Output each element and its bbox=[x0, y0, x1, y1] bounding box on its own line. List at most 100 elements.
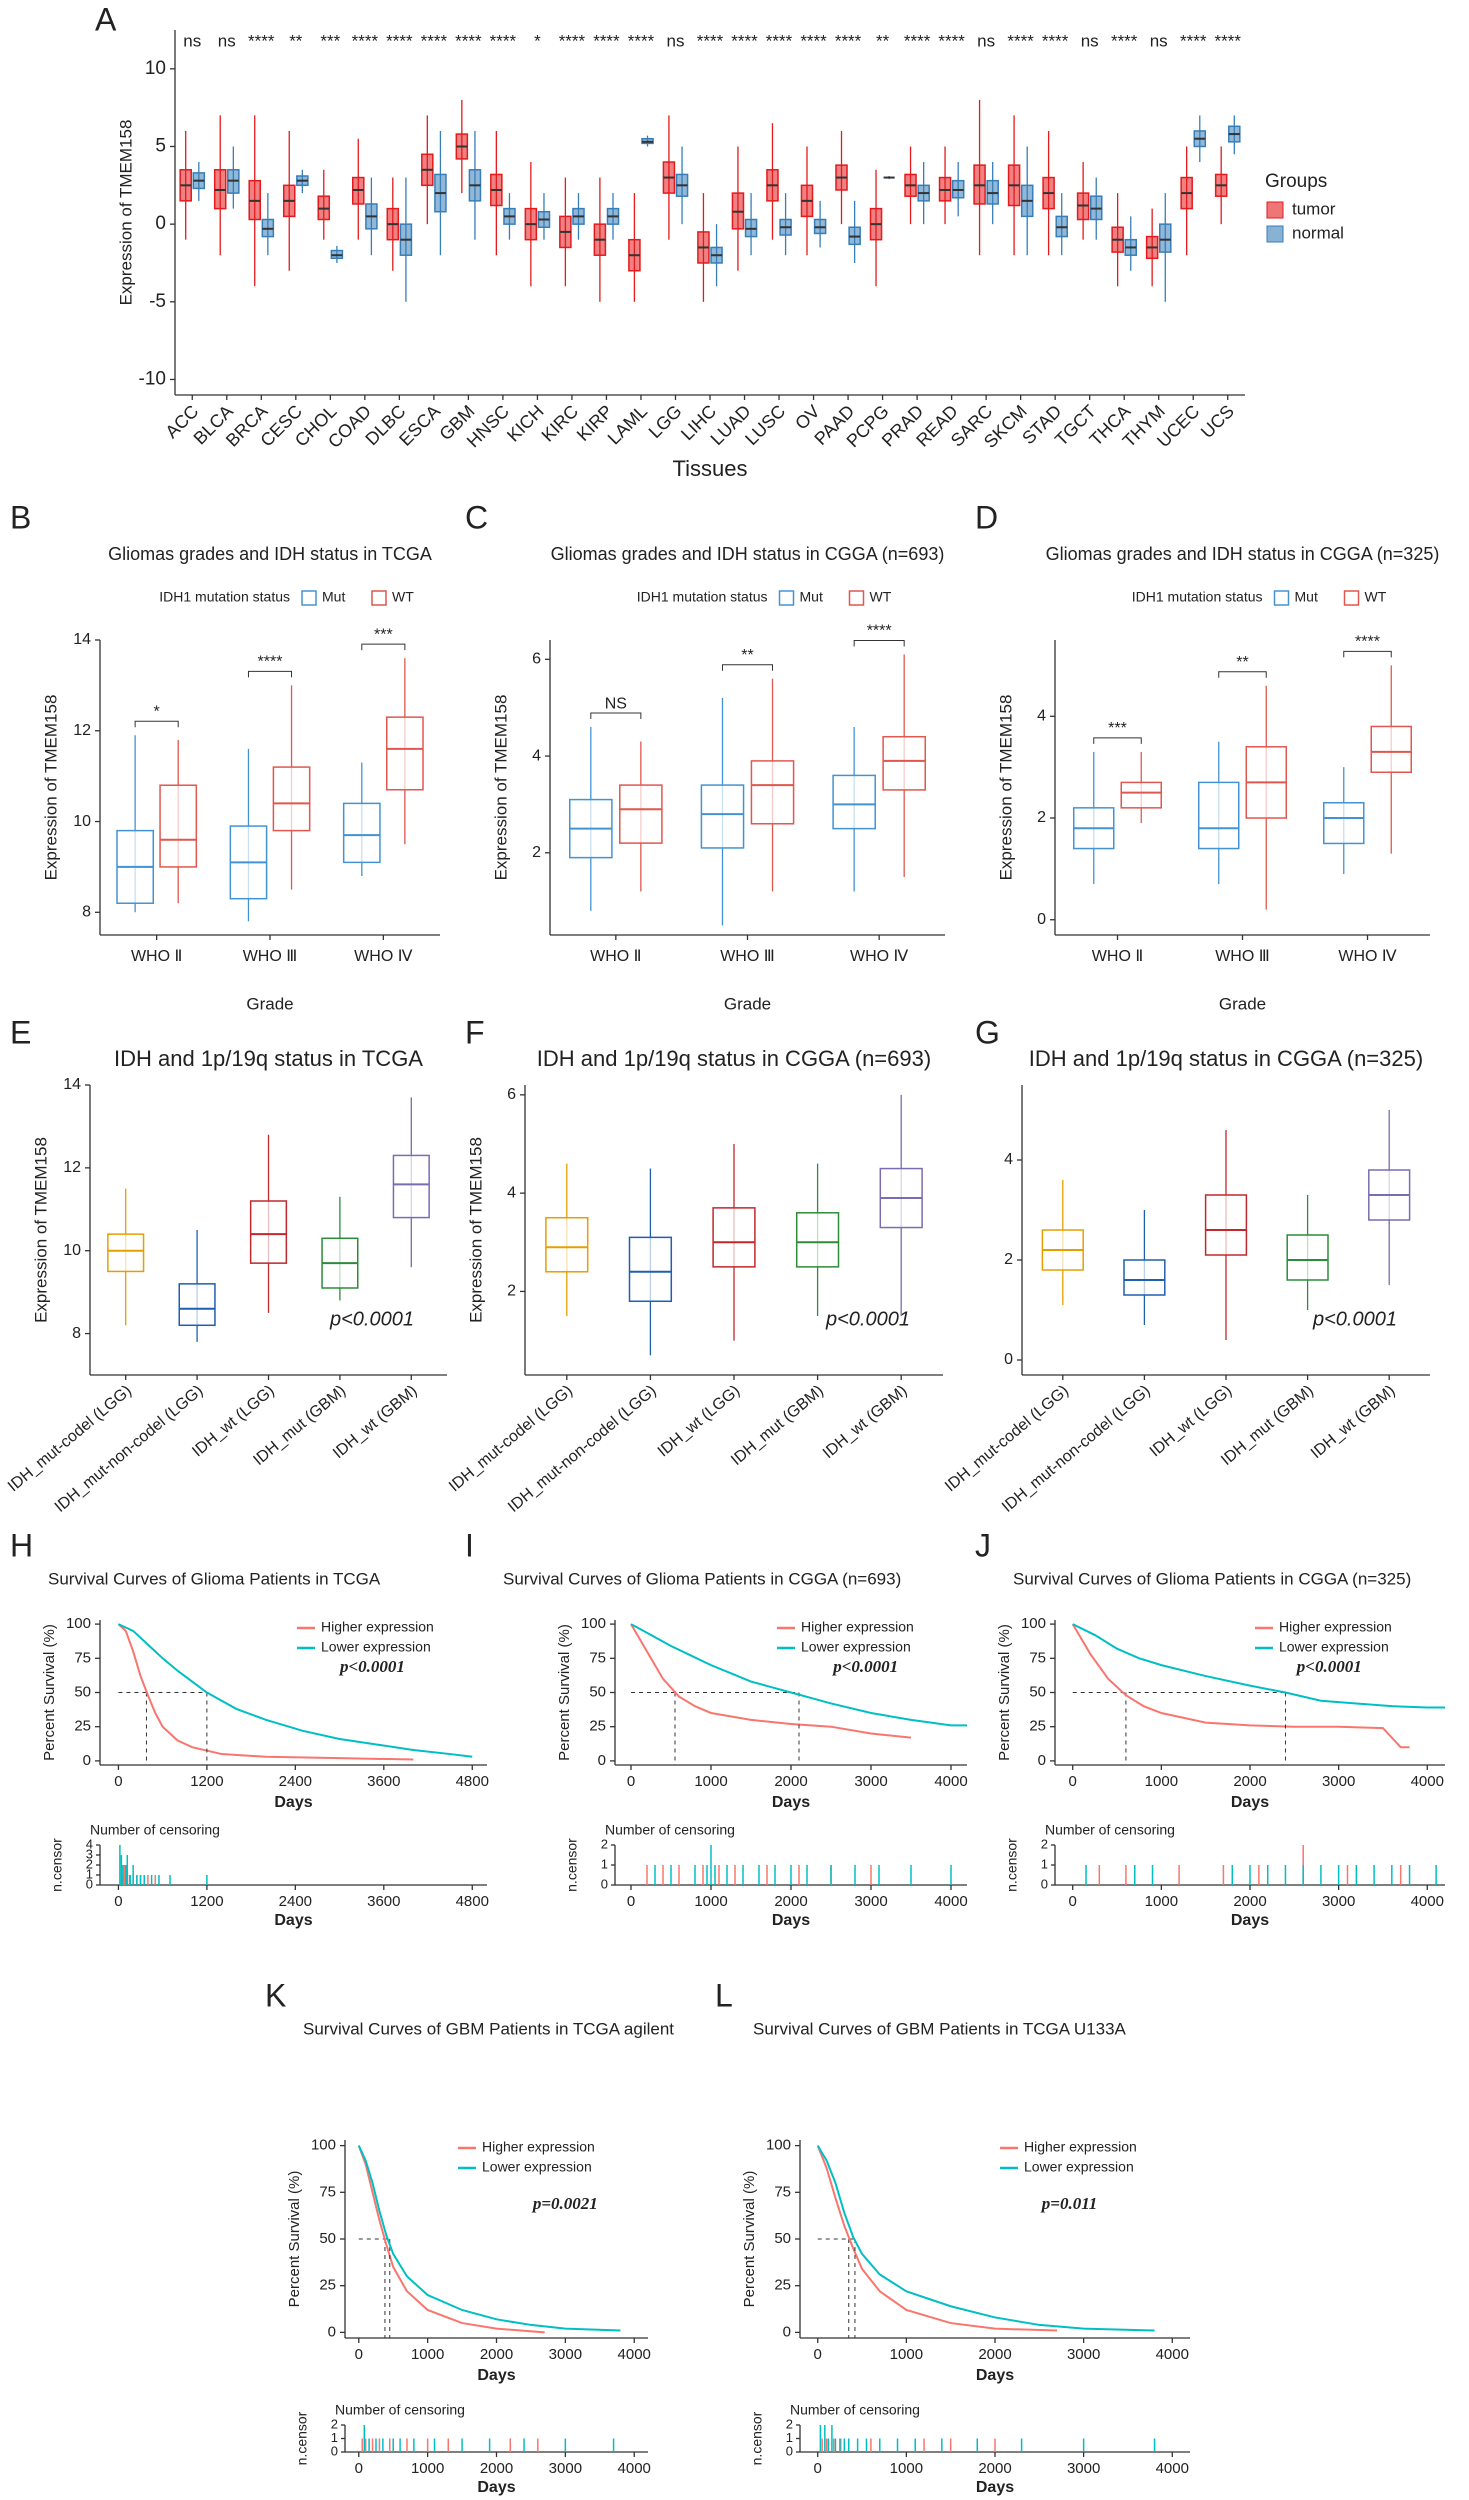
panel-letter: D bbox=[975, 499, 998, 535]
x-tick-label: KICH bbox=[503, 401, 548, 446]
x-tick-label: WHO Ⅱ bbox=[590, 948, 641, 965]
box bbox=[107, 1233, 145, 1273]
significance-bracket bbox=[247, 670, 293, 678]
x-tick-label: IDH_mut-non-codel (LGG) bbox=[505, 1382, 660, 1516]
censor-y-tick-label: 1 bbox=[601, 1856, 608, 1871]
chart-title: Gliomas grades and IDH status in CGGA (n… bbox=[551, 544, 945, 564]
y-tick-label: 75 bbox=[319, 2183, 336, 2200]
censor-y-tick-label: 1 bbox=[1041, 1856, 1048, 1871]
legend-title: IDH1 mutation status bbox=[1132, 589, 1263, 605]
panel-letter: H bbox=[10, 1527, 33, 1563]
chart-title: IDH and 1p/19q status in CGGA (n=693) bbox=[537, 1046, 931, 1071]
significance: ns bbox=[218, 31, 236, 50]
y-tick-label: 0 bbox=[1038, 1752, 1046, 1769]
censor-y-tick-label: 0 bbox=[331, 2443, 338, 2458]
x-tick-label: 4000 bbox=[934, 1773, 967, 1790]
y-tick-label: 50 bbox=[1029, 1683, 1046, 1700]
x-tick-label: 3000 bbox=[1322, 1893, 1355, 1910]
panel-letter: I bbox=[465, 1527, 474, 1563]
significance: **** bbox=[800, 31, 827, 50]
chart-title: IDH and 1p/19q status in CGGA (n=325) bbox=[1029, 1046, 1423, 1071]
significance: ns bbox=[183, 31, 201, 50]
y-tick-label: 10 bbox=[73, 813, 91, 830]
chart-title: Survival Curves of GBM Patients in TCGA … bbox=[303, 2019, 674, 2038]
x-tick-label: 0 bbox=[355, 2460, 363, 2477]
panel-letter: F bbox=[465, 1014, 485, 1050]
legend-label: Higher expression bbox=[321, 1619, 434, 1635]
x-tick-label: 0 bbox=[1069, 1773, 1077, 1790]
panel-letter: G bbox=[975, 1014, 1000, 1050]
y-tick-label: 0 bbox=[1004, 1351, 1013, 1368]
significance: ns bbox=[666, 31, 684, 50]
x-tick-label: 4000 bbox=[1411, 1773, 1444, 1790]
x-tick-label: 2000 bbox=[774, 1893, 807, 1910]
box bbox=[1286, 1234, 1329, 1281]
y-axis-label: Percent Survival (%) bbox=[286, 2171, 303, 2308]
legend-title: IDH1 mutation status bbox=[637, 589, 768, 605]
censor-x-axis-label: Days bbox=[772, 1912, 810, 1929]
significance: **** bbox=[1111, 31, 1138, 50]
x-tick-label: 0 bbox=[1069, 1893, 1077, 1910]
y-tick-label: 2 bbox=[532, 844, 541, 861]
y-tick-label: 75 bbox=[74, 1649, 91, 1666]
y-tick-label: 0 bbox=[783, 2323, 791, 2340]
box bbox=[1158, 223, 1172, 253]
chart-title: Survival Curves of GBM Patients in TCGA … bbox=[753, 2019, 1127, 2038]
x-tick-label: 3000 bbox=[549, 2346, 582, 2363]
censor-y-tick-label: 1 bbox=[331, 2430, 338, 2445]
legend-swatch bbox=[301, 590, 317, 606]
y-axis-label: Expression of TMEM158 bbox=[466, 1137, 485, 1323]
x-axis-label: Days bbox=[1231, 1794, 1269, 1811]
legend-swatch bbox=[1266, 201, 1284, 219]
legend-label: Higher expression bbox=[1024, 2139, 1137, 2155]
chart-title: Survival Curves of Glioma Patients in TC… bbox=[48, 1569, 381, 1588]
significance: ns bbox=[977, 31, 995, 50]
x-tick-label: 3600 bbox=[367, 1893, 400, 1910]
box bbox=[1123, 1259, 1166, 1296]
box bbox=[1120, 781, 1162, 809]
y-tick-label: 100 bbox=[66, 1615, 91, 1632]
box bbox=[619, 784, 663, 844]
legend-label: Higher expression bbox=[801, 1619, 914, 1635]
significance: *** bbox=[320, 31, 340, 50]
significance: *** bbox=[1108, 720, 1127, 737]
survival-curve bbox=[816, 2145, 1058, 2332]
legend-label: Mut bbox=[1295, 589, 1318, 605]
y-axis-label: Percent Survival (%) bbox=[41, 1624, 58, 1761]
x-tick-label: 2000 bbox=[978, 2346, 1011, 2363]
y-tick-label: 4 bbox=[532, 747, 541, 764]
legend-swatch bbox=[778, 590, 795, 606]
y-tick-label: 100 bbox=[311, 2137, 336, 2154]
y-tick-label: 75 bbox=[589, 1649, 606, 1666]
significance: **** bbox=[248, 31, 275, 50]
survival-curve bbox=[630, 1623, 912, 1739]
annotation: p<0.0001 bbox=[338, 1657, 405, 1676]
y-tick-label: 100 bbox=[766, 2137, 791, 2154]
survival-curve bbox=[1071, 1623, 1410, 1749]
survival-curve bbox=[816, 2145, 1155, 2332]
censor-title: Number of censoring bbox=[790, 2402, 920, 2418]
significance: **** bbox=[559, 31, 586, 50]
legend-title: IDH1 mutation status bbox=[159, 589, 290, 605]
censor-x-axis-label: Days bbox=[477, 2479, 515, 2496]
y-tick-label: 0 bbox=[155, 213, 166, 234]
box bbox=[545, 1216, 589, 1273]
box bbox=[392, 1154, 430, 1219]
x-tick-label: 1000 bbox=[694, 1773, 727, 1790]
panel-letter: B bbox=[10, 499, 31, 535]
x-tick-label: 0 bbox=[627, 1893, 635, 1910]
y-axis-label: Expression of TMEM158 bbox=[116, 120, 135, 306]
significance: ** bbox=[741, 647, 753, 664]
chart-title: Survival Curves of Glioma Patients in CG… bbox=[503, 1569, 901, 1588]
panel-letter: J bbox=[975, 1527, 991, 1563]
significance: **** bbox=[1215, 31, 1242, 50]
censor-y-tick-label: 1 bbox=[786, 2430, 793, 2445]
legend-label: Lower expression bbox=[482, 2159, 592, 2175]
y-tick-label: 0 bbox=[328, 2323, 336, 2340]
x-tick-label: 0 bbox=[114, 1893, 122, 1910]
significance: ** bbox=[289, 31, 303, 50]
y-tick-label: 2 bbox=[1004, 1251, 1013, 1268]
x-tick-label: 3000 bbox=[1322, 1773, 1355, 1790]
survival-curve bbox=[118, 1623, 473, 1758]
